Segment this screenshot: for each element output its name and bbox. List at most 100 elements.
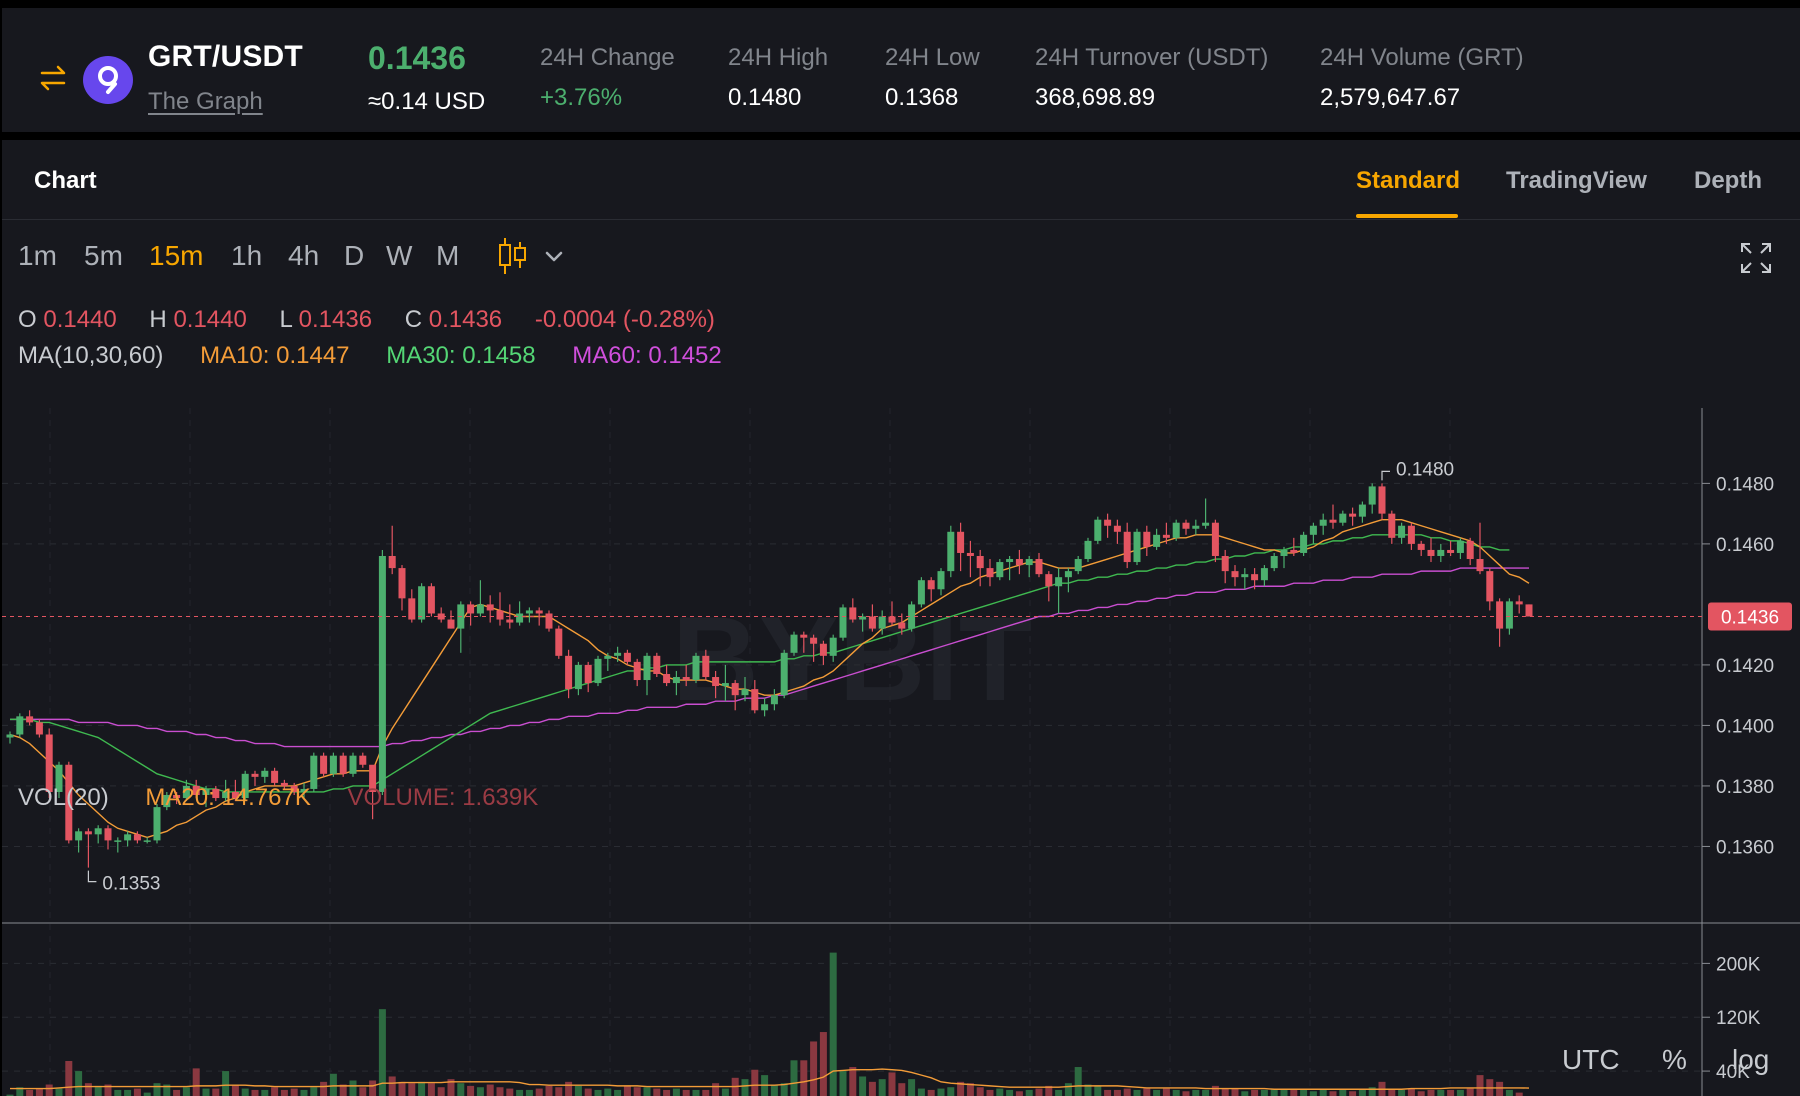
- volume-bar: [741, 1079, 749, 1096]
- candle-body: [623, 652, 631, 662]
- candle-body: [1251, 574, 1259, 581]
- interval-1m[interactable]: 1m: [18, 240, 57, 271]
- volume-bar: [26, 1089, 34, 1096]
- candle-body: [712, 677, 720, 687]
- pair-symbol[interactable]: GRT/USDT: [148, 40, 303, 73]
- last-price: 0.1436: [368, 40, 466, 76]
- volume-bar: [712, 1083, 720, 1096]
- volume-bar: [153, 1083, 161, 1096]
- chart-tab-bar: Chart Standard TradingView Depth: [2, 140, 1800, 220]
- volume-bar: [1270, 1088, 1278, 1096]
- candle-body: [898, 622, 906, 629]
- candle-body: [467, 604, 475, 614]
- interval-4h[interactable]: 4h: [288, 240, 320, 271]
- volume-tick-label: 200K: [1716, 954, 1761, 975]
- candle-body: [1231, 571, 1239, 578]
- volume-bar: [996, 1088, 1004, 1096]
- swap-pair-icon[interactable]: [38, 63, 68, 93]
- candle-body: [986, 568, 994, 578]
- volume-bar: [1064, 1083, 1072, 1096]
- volume-bar: [143, 1092, 151, 1096]
- candle-body: [800, 634, 808, 638]
- candle-body: [614, 652, 622, 656]
- pair-name-link[interactable]: The Graph: [148, 88, 263, 115]
- volume-bar: [516, 1089, 524, 1096]
- candle-body: [1211, 522, 1219, 556]
- volume-bar: [1192, 1089, 1200, 1096]
- candle-body: [908, 604, 916, 629]
- interval-d[interactable]: D: [344, 240, 365, 271]
- volume-bar: [780, 1083, 788, 1096]
- candle-body: [163, 795, 171, 808]
- volume-ma20-line: [10, 1068, 1530, 1090]
- volume-bar: [927, 1089, 935, 1096]
- tab-tradingview[interactable]: TradingView: [1506, 167, 1647, 194]
- price-chart[interactable]: BYBIT0.14800.14600.14200.14000.13800.136…: [2, 290, 1800, 1096]
- volume-bar: [349, 1080, 357, 1096]
- volume-bar: [1123, 1088, 1131, 1096]
- volume-bar: [476, 1087, 484, 1096]
- volume-bar: [1319, 1089, 1327, 1096]
- candle-body: [182, 785, 190, 799]
- volume-bar: [55, 1088, 63, 1096]
- interval-m[interactable]: M: [436, 240, 460, 271]
- candle-body: [1300, 534, 1308, 553]
- candle-body: [682, 677, 690, 681]
- legend-ma60: MA60: 0.1452: [572, 342, 722, 369]
- candle-body: [859, 616, 867, 620]
- legend-ma10: MA10: 0.1447: [200, 342, 350, 369]
- candle-body: [1280, 549, 1288, 556]
- candle-body: [790, 634, 798, 653]
- candle-body: [1123, 531, 1131, 563]
- tab-depth[interactable]: Depth: [1694, 167, 1762, 194]
- candle-body: [888, 616, 896, 623]
- chevron-down-icon[interactable]: [542, 244, 566, 268]
- candle-body: [633, 661, 641, 681]
- candle-body: [927, 580, 935, 590]
- volume-bar: [525, 1089, 533, 1096]
- candlestick-type-icon[interactable]: [496, 236, 528, 276]
- stat-24h-volume-label: 24H Volume (GRT): [1320, 44, 1524, 71]
- candle-body: [829, 637, 837, 656]
- interval-5m[interactable]: 5m: [84, 240, 123, 271]
- candle-body: [663, 673, 671, 684]
- volume-bar: [1251, 1089, 1259, 1096]
- volume-bar: [937, 1088, 945, 1096]
- interval-1h[interactable]: 1h: [231, 240, 263, 271]
- volume-bar: [1094, 1085, 1102, 1096]
- candle-body: [545, 613, 553, 629]
- chart-panel: Chart Standard TradingView Depth 1m 5m 1…: [2, 140, 1800, 1096]
- volume-bar: [633, 1087, 641, 1096]
- candle-body: [133, 834, 141, 841]
- log-scale-button[interactable]: log: [1732, 1044, 1770, 1075]
- candle-body: [574, 664, 582, 690]
- legend-low: 0.1436: [298, 306, 373, 333]
- volume-bar: [496, 1087, 504, 1096]
- tab-standard[interactable]: Standard: [1356, 167, 1461, 194]
- utc-button[interactable]: UTC: [1562, 1044, 1620, 1075]
- volume-bar: [1349, 1091, 1357, 1096]
- interval-15m[interactable]: 15m: [149, 240, 204, 271]
- candle-body: [378, 555, 386, 792]
- volume-bar: [378, 1009, 386, 1096]
- candle-body: [437, 613, 445, 620]
- volume-bar: [173, 1089, 181, 1096]
- volume-bar: [1466, 1088, 1474, 1096]
- candle-body: [751, 689, 759, 711]
- percent-scale-button[interactable]: %: [1662, 1044, 1687, 1075]
- fullscreen-expand-icon[interactable]: [1738, 240, 1774, 276]
- candle-body: [770, 695, 778, 705]
- candle-body: [1202, 522, 1210, 526]
- volume-bar: [663, 1089, 671, 1096]
- candle-body: [290, 785, 298, 792]
- volume-bar: [594, 1089, 602, 1096]
- volume-bar: [1339, 1089, 1347, 1096]
- volume-bar: [770, 1084, 778, 1096]
- volume-bar: [545, 1085, 553, 1096]
- high-marker-arrow: [1381, 470, 1390, 481]
- interval-w[interactable]: W: [386, 240, 413, 271]
- volume-bar: [1113, 1089, 1121, 1096]
- candle-body: [1113, 525, 1121, 532]
- candle-body: [1172, 522, 1180, 538]
- volume-bar: [1515, 1092, 1523, 1096]
